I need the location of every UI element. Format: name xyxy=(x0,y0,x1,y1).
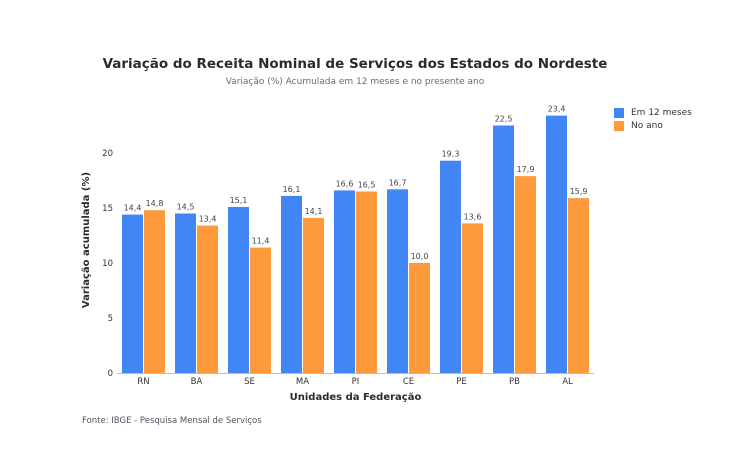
data-label-ce-em-12-meses: 16,7 xyxy=(389,178,407,187)
y-tick-label-20: 20 xyxy=(102,149,113,159)
legend-swatch-orange xyxy=(614,120,624,131)
x-tick-label-se: SE xyxy=(244,377,255,387)
legend-swatch-blue xyxy=(614,107,624,118)
x-tick-label-pb: PB xyxy=(509,377,520,387)
chart-source-note: Fonte: IBGE - Pesquisa Mensal de Serviço… xyxy=(82,416,262,426)
y-tick-label-15: 15 xyxy=(102,204,113,214)
x-tick-label-ce: CE xyxy=(403,377,414,387)
y-tick-label-0: 0 xyxy=(108,369,113,379)
bar-ma-no-ano[interactable] xyxy=(303,217,324,373)
bar-ba-no-ano[interactable] xyxy=(197,225,218,373)
data-label-pi-em-12-meses: 16,6 xyxy=(336,179,354,188)
x-tick-label-ma: MA xyxy=(296,377,309,387)
data-label-pe-no-ano: 13,6 xyxy=(464,212,482,221)
bar-al-em-12-meses[interactable] xyxy=(546,115,567,373)
bar-ce-em-12-meses[interactable] xyxy=(387,189,408,373)
legend-item-em-12-meses[interactable]: Em 12 meses xyxy=(614,106,692,119)
x-tick-label-ba: BA xyxy=(191,377,203,387)
x-tick-label-pe: PE xyxy=(456,377,467,387)
bar-al-no-ano[interactable] xyxy=(568,198,589,373)
x-tick-label-al: AL xyxy=(562,377,573,387)
legend-item-no-ano[interactable]: No ano xyxy=(614,119,692,132)
bar-ce-no-ano[interactable] xyxy=(409,263,430,373)
bar-se-no-ano[interactable] xyxy=(250,247,271,373)
data-label-pe-em-12-meses: 19,3 xyxy=(442,150,460,159)
y-tick-label-10: 10 xyxy=(102,259,113,269)
x-tick-label-rn: RN xyxy=(137,377,149,387)
data-label-ce-no-ano: 10,0 xyxy=(411,252,429,261)
y-tick-label-5: 5 xyxy=(108,314,113,324)
data-label-pi-no-ano: 16,5 xyxy=(358,181,376,190)
bar-pe-no-ano[interactable] xyxy=(462,223,483,373)
data-label-se-no-ano: 11,4 xyxy=(252,237,270,246)
bar-rn-em-12-meses[interactable] xyxy=(122,214,143,373)
chart-title: Variação do Receita Nominal de Serviços … xyxy=(102,56,608,72)
data-label-ba-em-12-meses: 14,5 xyxy=(177,203,195,212)
bar-ba-em-12-meses[interactable] xyxy=(175,213,196,374)
bar-pi-no-ano[interactable] xyxy=(356,191,377,374)
data-label-ba-no-ano: 13,4 xyxy=(199,215,217,224)
data-label-ma-no-ano: 14,1 xyxy=(305,207,323,216)
bar-pb-no-ano[interactable] xyxy=(515,176,536,373)
data-label-se-em-12-meses: 15,1 xyxy=(230,196,248,205)
data-label-pb-em-12-meses: 22,5 xyxy=(495,115,513,124)
legend-label: No ano xyxy=(631,120,663,131)
bar-rn-no-ano[interactable] xyxy=(144,210,165,373)
data-label-rn-no-ano: 14,8 xyxy=(146,199,164,208)
data-label-ma-em-12-meses: 16,1 xyxy=(283,185,301,194)
data-label-pb-no-ano: 17,9 xyxy=(517,165,535,174)
data-label-rn-em-12-meses: 14,4 xyxy=(124,204,142,213)
y-axis-title: Variação acumulada (%) xyxy=(81,172,92,308)
x-axis-title: Unidades da Federação xyxy=(290,392,422,403)
data-label-al-em-12-meses: 23,4 xyxy=(548,105,566,114)
x-tick-label-pi: PI xyxy=(352,377,360,387)
bar-ma-em-12-meses[interactable] xyxy=(281,195,302,373)
bar-pe-em-12-meses[interactable] xyxy=(440,160,461,373)
chart-legend: Em 12 meses No ano xyxy=(614,106,692,132)
bar-se-em-12-meses[interactable] xyxy=(228,206,249,373)
bar-pb-em-12-meses[interactable] xyxy=(493,125,514,374)
data-label-al-no-ano: 15,9 xyxy=(570,187,588,196)
bar-pi-em-12-meses[interactable] xyxy=(334,190,355,373)
chart-subtitle: Variação (%) Acumulada em 12 meses e no … xyxy=(225,77,485,87)
legend-label: Em 12 meses xyxy=(631,107,692,118)
